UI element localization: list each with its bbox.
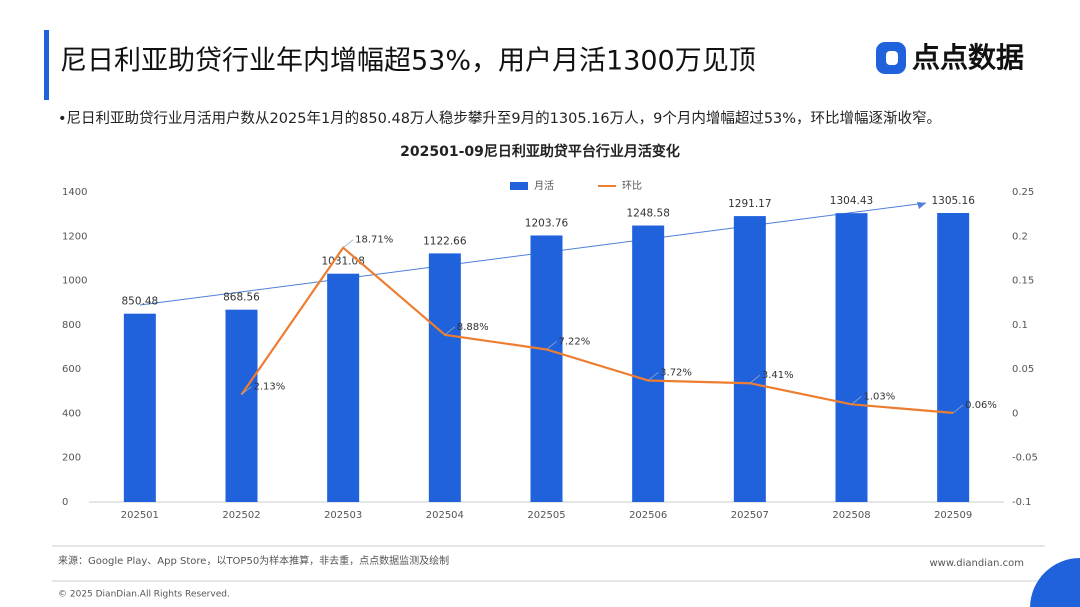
legend-label: 月活 — [534, 180, 554, 192]
label-leader — [749, 374, 761, 384]
website: www.diandian.com — [929, 558, 1024, 569]
data-label: 3.41% — [762, 370, 794, 381]
label-leader — [241, 386, 252, 395]
data-label: 1291.17 — [728, 198, 771, 210]
legend-label: 环比 — [622, 180, 642, 192]
trend-arrow — [917, 202, 926, 209]
legend-swatch — [510, 182, 528, 190]
line — [240, 246, 954, 414]
y2-tick-label: 0.2 — [1012, 231, 1028, 242]
bar — [632, 225, 665, 502]
label-leader — [647, 372, 659, 381]
data-label: 1305.16 — [931, 195, 975, 207]
x-tick-label: 202501 — [121, 510, 159, 521]
corner-decoration — [1030, 558, 1080, 607]
bar — [835, 213, 868, 502]
bar — [327, 273, 360, 502]
x-tick-label: 202507 — [731, 510, 769, 521]
y-tick-label: 200 — [62, 453, 81, 464]
label-leader — [952, 404, 964, 414]
y2-tick-label: -0.1 — [1012, 497, 1032, 508]
x-tick-label: 202505 — [527, 510, 565, 521]
bar — [733, 216, 766, 502]
data-label: 0.06% — [965, 400, 997, 411]
chart-title: 202501-09尼日利亚助贷平台行业月活变化 — [400, 143, 680, 160]
data-label: 2.13% — [254, 382, 286, 393]
logo: 点点数据 — [876, 41, 1024, 74]
label-leader — [444, 326, 456, 336]
x-tick-label: 202504 — [426, 510, 464, 521]
y-tick-label: 1200 — [62, 231, 87, 242]
y-tick-label: 600 — [62, 364, 81, 375]
data-label: 18.71% — [355, 235, 393, 246]
copyright: © 2025 DianDian.All Rights Reserved. — [58, 590, 230, 600]
x-tick-label: 202508 — [832, 510, 870, 521]
label-leader — [342, 239, 354, 249]
data-label: 850.48 — [121, 296, 158, 308]
data-label: 1203.76 — [525, 217, 569, 229]
bar — [937, 213, 970, 502]
data-label: 7.22% — [559, 336, 591, 347]
label-leader — [546, 341, 557, 350]
y2-tick-label: 0.1 — [1012, 320, 1028, 331]
bullet-text: •尼日利亚助贷行业月活用户数从2025年1月的850.48万人稳步攀升至9月的1… — [58, 109, 941, 127]
x-tick-label: 202503 — [324, 510, 362, 521]
accent-bar — [44, 30, 49, 100]
bar — [428, 253, 461, 502]
data-label: 1248.58 — [626, 208, 669, 220]
y2-tick-label: 0.25 — [1012, 187, 1034, 198]
x-tick-label: 202509 — [934, 510, 972, 521]
bar — [123, 313, 156, 502]
data-label: 1.03% — [864, 391, 896, 402]
y-tick-label: 0 — [62, 497, 68, 508]
x-tick-label: 202506 — [629, 510, 667, 521]
x-tick-label: 202502 — [222, 510, 260, 521]
slide-title: 尼日利亚助贷行业年内增幅超53%，用户月活1300万见顶 — [60, 46, 756, 77]
data-label: 8.88% — [457, 322, 489, 333]
source-note: 来源：Google Play、App Store，以TOP50为样本推算，非去重… — [58, 554, 449, 567]
label-leader — [851, 395, 862, 405]
y2-tick-label: 0 — [1012, 408, 1018, 419]
data-label: 1122.66 — [423, 235, 467, 247]
y2-tick-label: -0.05 — [1012, 453, 1038, 464]
y-tick-label: 400 — [62, 408, 81, 419]
y-tick-label: 1400 — [62, 187, 87, 198]
y2-tick-label: 0.05 — [1012, 364, 1034, 375]
data-label: 3.72% — [660, 367, 692, 378]
y-tick-label: 800 — [62, 320, 81, 331]
logo-text: 点点数据 — [912, 41, 1024, 74]
bar — [530, 235, 563, 503]
y-tick-label: 1000 — [62, 276, 87, 287]
bar — [225, 309, 258, 502]
data-label: 868.56 — [223, 292, 260, 304]
y2-tick-label: 0.15 — [1012, 276, 1034, 287]
logo-icon-hole — [886, 51, 898, 65]
data-label: 1304.43 — [830, 195, 873, 207]
